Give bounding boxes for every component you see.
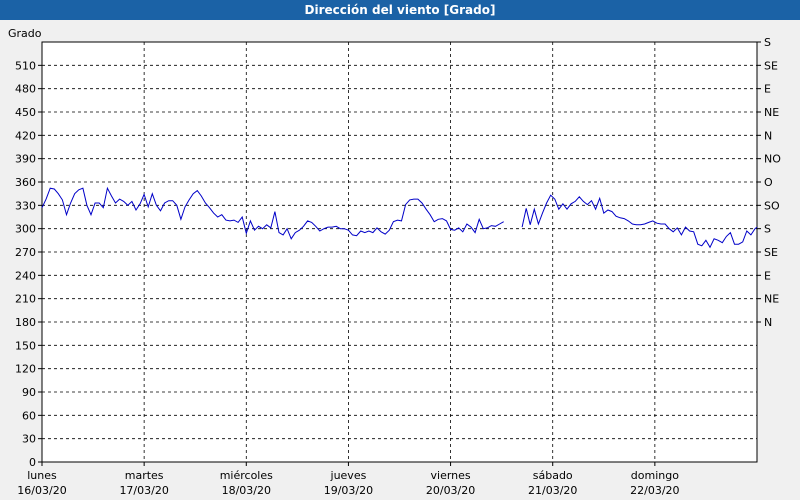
y-tick-label: 90 [22, 386, 36, 399]
x-tick-date: 20/03/20 [426, 484, 475, 497]
y-tick-label: 420 [15, 129, 36, 142]
y-tick-label: 450 [15, 106, 36, 119]
compass-tick-label: NO [764, 153, 781, 166]
y-tick-label: 150 [15, 339, 36, 352]
x-tick-date: 22/03/20 [630, 484, 679, 497]
x-tick-date: 17/03/20 [119, 484, 168, 497]
y-tick-label: 390 [15, 153, 36, 166]
x-tick-date: 21/03/20 [528, 484, 577, 497]
compass-tick-label: N [764, 129, 772, 142]
compass-tick-label: SE [764, 246, 778, 259]
compass-tick-label: N [764, 316, 772, 329]
x-tick-day: miércoles [220, 469, 273, 482]
x-tick-day: martes [125, 469, 164, 482]
y-tick-label: 0 [29, 456, 36, 469]
y-tick-label: 60 [22, 409, 36, 422]
y-tick-label: 270 [15, 246, 36, 259]
y-tick-label: 360 [15, 176, 36, 189]
y-axis-ticks: 0 30 60 90 120 150 180 210 240 270 300 330 360 390 420… [15, 59, 42, 469]
y-tick-label: 240 [15, 269, 36, 282]
compass-tick-label: NE [764, 293, 779, 306]
x-tick-day: viernes [431, 469, 471, 482]
series-line-segment [41, 186, 504, 240]
compass-tick-label: O [764, 176, 773, 189]
y-tick-label: 30 [22, 433, 36, 446]
compass-tick-label: SO [764, 199, 780, 212]
x-tick-day: domingo [631, 469, 679, 482]
series-line-segment [521, 194, 758, 249]
x-tick-day: lunes [27, 469, 57, 482]
x-tick-day: sábado [533, 469, 573, 482]
grid-lines [42, 42, 757, 462]
chart-title: Dirección del viento [Grado] [0, 0, 800, 20]
wind-direction-chart: 0 30 60 90 120 150 180 210 240 270 300 330 360 390 420… [8, 27, 781, 497]
y-tick-label: 120 [15, 363, 36, 376]
y-tick-label: 180 [15, 316, 36, 329]
series-group [41, 186, 758, 249]
compass-tick-label: S [764, 223, 771, 236]
x-tick-date: 18/03/20 [222, 484, 271, 497]
x-tick-day: jueves [330, 469, 367, 482]
y-tick-label: 210 [15, 293, 36, 306]
y-tick-label: 300 [15, 223, 36, 236]
x-tick-date: 19/03/20 [324, 484, 373, 497]
x-axis-ticks: lunes 16/03/20 martes 17/03/20 miércoles 18/0… [17, 462, 680, 497]
compass-tick-label: E [764, 83, 771, 96]
compass-tick-label: E [764, 269, 771, 282]
compass-tick-label: NE [764, 106, 779, 119]
y-axis-label: Grado [8, 27, 42, 40]
compass-tick-label: S [764, 36, 771, 49]
y-tick-label: 480 [15, 83, 36, 96]
x-tick-date: 16/03/20 [17, 484, 66, 497]
y-tick-label: 330 [15, 199, 36, 212]
compass-axis-ticks: S SE E NE N NO O SO S SE E NE N [757, 36, 781, 329]
y-tick-label: 510 [15, 59, 36, 72]
compass-tick-label: SE [764, 59, 778, 72]
